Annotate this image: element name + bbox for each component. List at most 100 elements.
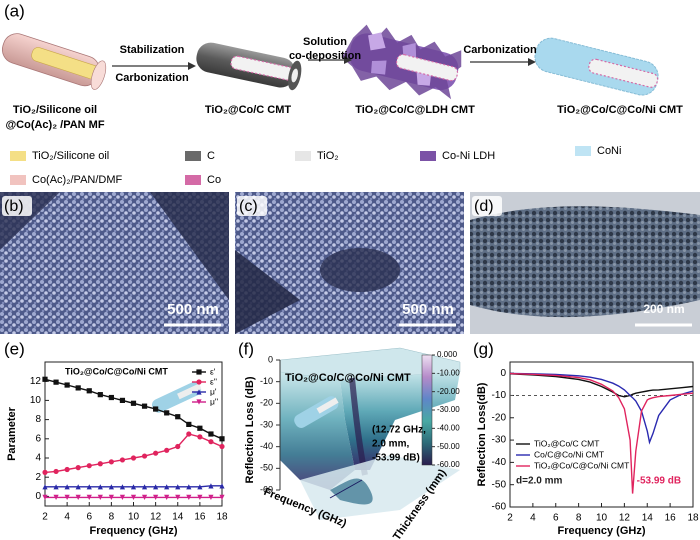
marker	[53, 494, 59, 500]
marker	[175, 494, 181, 500]
marker	[64, 494, 70, 500]
series-line	[509, 372, 694, 494]
caption: TiO₂@Co/C@LDH CMT	[355, 104, 475, 116]
legend-swatch	[420, 151, 436, 161]
marker	[75, 385, 81, 391]
y-tick-label: 6	[35, 433, 41, 444]
marker	[108, 459, 114, 465]
marker	[130, 400, 137, 406]
marker	[175, 443, 181, 450]
marker	[64, 484, 70, 490]
legend-label: TiO₂@Co/C CMT	[534, 438, 599, 448]
x-tick-label: 6	[553, 513, 559, 524]
y-tick-label: -30	[492, 435, 507, 446]
arrow-label: Stabilization	[120, 44, 185, 56]
x-tick-label: 8	[109, 512, 115, 523]
panel-label: (f)	[238, 339, 254, 358]
panel-label: (b)	[4, 198, 24, 215]
y-tick-label: -50	[492, 479, 507, 490]
x-tick-label: 12	[150, 512, 162, 523]
legend-swatch	[295, 151, 311, 161]
y-tick-label: 8	[35, 414, 41, 425]
panel-label-bg	[472, 196, 502, 216]
marker	[175, 484, 181, 490]
y-tick-label: -30	[260, 419, 273, 429]
legend-label: ε'	[210, 366, 216, 376]
y-axis-label: Reflection Loss (dB)	[244, 376, 256, 483]
marker	[130, 494, 137, 500]
plot-title: TiO₂@Co/C@Co/Ni CMT	[285, 372, 411, 384]
scale-label: 500 nm	[167, 301, 219, 318]
marker	[119, 457, 126, 463]
marker	[64, 466, 70, 473]
marker	[86, 484, 92, 490]
series-line	[509, 373, 694, 398]
marker	[197, 494, 203, 500]
marker	[208, 431, 214, 437]
x-axis-label: Frequency (GHz)	[557, 525, 645, 537]
marker	[86, 463, 92, 469]
marker	[108, 484, 114, 490]
panel-label: (a)	[4, 1, 25, 20]
legend-label: CoNi	[597, 145, 621, 157]
marker	[186, 431, 192, 437]
marker	[186, 421, 192, 427]
marker	[75, 465, 81, 471]
marker	[219, 494, 225, 500]
marker	[208, 494, 214, 500]
marker	[197, 425, 203, 431]
marker	[130, 484, 137, 490]
marker	[64, 382, 70, 388]
micrographs	[0, 192, 700, 334]
legend-label: C	[207, 150, 215, 162]
marker	[164, 447, 170, 453]
marker	[196, 389, 202, 395]
x-tick-label: 12	[619, 513, 631, 524]
legend-label: Co/C@Co/Ni CMT	[534, 449, 604, 459]
x-tick-label: 8	[576, 513, 582, 524]
x-tick-label: 16	[194, 512, 206, 523]
panel-label-bg	[2, 196, 32, 216]
panel-label: (c)	[239, 198, 258, 215]
marker	[42, 469, 48, 475]
x-tick-label: 18	[216, 512, 228, 523]
legend-label: μ'	[210, 386, 217, 396]
caption: @Co(Ac)₂ /PAN MF	[5, 119, 104, 131]
legend-label: μ''	[210, 396, 219, 406]
x-tick-label: 4	[64, 512, 70, 523]
caption: TiO₂/Silicone oil	[13, 104, 97, 116]
arrow-label: Solution	[303, 36, 347, 48]
marker	[219, 436, 225, 442]
marker	[153, 494, 159, 500]
y-tick-label: 0	[35, 491, 41, 502]
marker	[97, 494, 103, 500]
y-axis-label: Parameter	[6, 406, 18, 461]
colorbar-label: 0.000	[437, 350, 458, 359]
colorbar-label: -20.00	[437, 387, 460, 396]
marker	[119, 397, 126, 403]
panel-label: (d)	[474, 198, 494, 215]
x-tick-label: 14	[172, 512, 184, 523]
marker	[130, 455, 137, 461]
marker	[53, 468, 59, 475]
annotation: 2.0 mm,	[372, 439, 409, 450]
x-tick-label: 4	[530, 513, 536, 524]
legend-label: TiO₂/Silicone oil	[32, 150, 109, 162]
marker	[219, 443, 225, 450]
marker	[196, 369, 202, 375]
scale-label: 500 nm	[402, 301, 454, 318]
y-tick-label: 10	[30, 395, 42, 406]
marker	[153, 484, 159, 490]
marker	[164, 494, 170, 500]
y-tick-label: -60	[260, 484, 273, 494]
marker	[164, 484, 170, 490]
marker	[186, 484, 192, 490]
x-axis-label: Frequency (GHz)	[89, 525, 177, 537]
arrow-label: Carbonization	[463, 44, 537, 56]
marker	[153, 450, 159, 456]
legend-label: Co-Ni LDH	[442, 150, 495, 162]
annotation: -53.99 dB	[637, 476, 681, 487]
y-axis-label: Reflection Loss(dB)	[476, 382, 488, 486]
marker	[208, 483, 214, 489]
